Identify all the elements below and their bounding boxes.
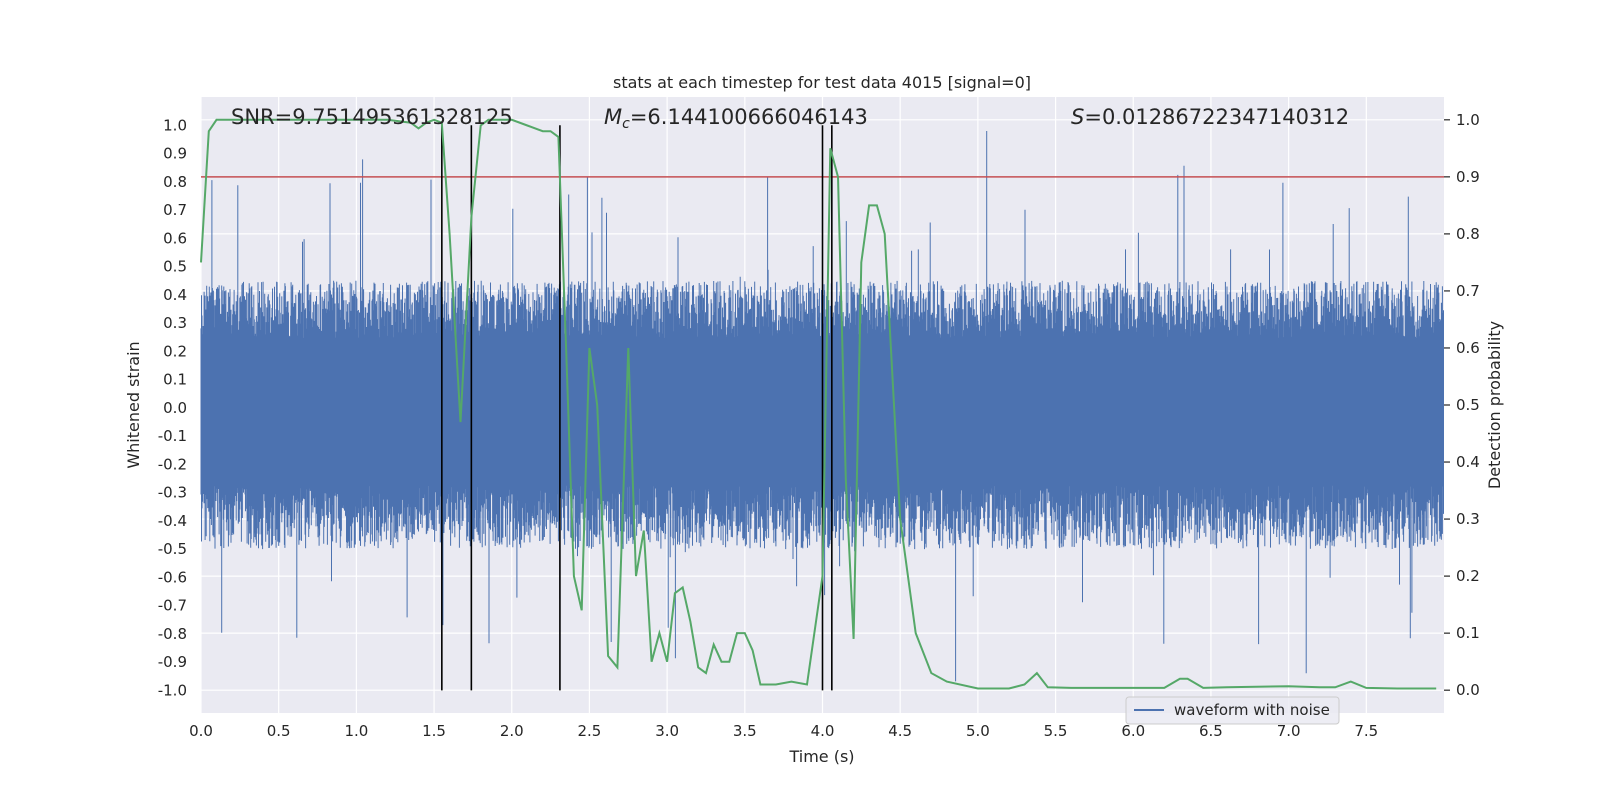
legend: waveform with noise — [1125, 696, 1340, 725]
chart-title: stats at each timestep for test data 401… — [613, 73, 1031, 92]
x-tick-label: 4.0 — [811, 722, 835, 740]
y-left-tick-label: -0.6 — [158, 568, 187, 586]
y-left-tick-label: -0.7 — [158, 597, 187, 615]
y-right-tick-label: 0.9 — [1456, 168, 1480, 186]
y-left-tick-label: 0.8 — [163, 173, 187, 191]
x-tick-label: 6.0 — [1121, 722, 1145, 740]
y-axis-right-label: Detection probability — [1485, 321, 1504, 489]
x-tick-label: 2.0 — [500, 722, 524, 740]
y-right-tick-label: 0.3 — [1456, 510, 1480, 528]
y-left-tick-label: -0.8 — [158, 625, 187, 643]
annotation-chirp-mass: Mc=6.144100666046143 — [604, 105, 868, 132]
x-tick-label: 2.5 — [578, 722, 602, 740]
y-left-tick-label: -0.5 — [158, 540, 187, 558]
legend-box — [1125, 696, 1340, 725]
y-left-tick-label: 0.5 — [163, 258, 187, 276]
y-left-tick-label: -0.9 — [158, 653, 187, 671]
x-tick-label: 5.5 — [1044, 722, 1068, 740]
y-right-tick-label: 1.0 — [1456, 111, 1480, 129]
y-left-tick-label: -0.4 — [158, 512, 187, 530]
x-tick-label: 4.5 — [888, 722, 912, 740]
y-right-tick-label: 0.1 — [1456, 624, 1480, 642]
x-tick-label: 1.5 — [422, 722, 446, 740]
y-left-tick-label: 0.6 — [163, 229, 187, 247]
chirp-mass-subscript: c — [622, 116, 630, 132]
y-axis-left-ticks: 1.0 0.9 0.8 0.7 0.6 0.5 0.4 0.3 0.2 0.1 0.0 -0.1 -0.… — [158, 116, 187, 699]
x-tick-label: 6.5 — [1199, 722, 1223, 740]
vertical-markers — [441, 125, 833, 691]
x-tick-label: 1.0 — [344, 722, 368, 740]
y-left-tick-label: 0.4 — [163, 286, 187, 304]
y-left-tick-label: -1.0 — [158, 681, 187, 699]
x-tick-label: 0.0 — [189, 722, 213, 740]
probability-line — [200, 118, 1437, 690]
y-right-tick-label: 0.2 — [1456, 567, 1480, 585]
annotation-s: S=0.01286722347140312 — [1071, 105, 1349, 129]
y-right-tick-label: 0.8 — [1456, 225, 1480, 243]
series-waveform-with-noise — [200, 131, 1444, 682]
x-axis-label: Time (s) — [788, 747, 854, 766]
x-tick-label: 7.0 — [1277, 722, 1301, 740]
y-left-tick-label: 0.0 — [163, 399, 187, 417]
y-right-tick-label: 0.4 — [1456, 453, 1480, 471]
s-value: =0.01286722347140312 — [1084, 105, 1349, 129]
y-left-tick-label: -0.2 — [158, 455, 187, 473]
chirp-mass-symbol: M — [604, 105, 622, 129]
y-left-tick-label: 0.7 — [163, 201, 187, 219]
x-tick-label: 7.5 — [1354, 722, 1378, 740]
x-axis-ticks: 0.0 0.5 1.0 1.5 2.0 2.5 3.0 3.5 4.0 4.5 5.0 5.5 6.0 6… — [189, 722, 1378, 740]
x-tick-label: 0.5 — [267, 722, 291, 740]
y-left-tick-label: 0.9 — [163, 145, 187, 163]
y-left-tick-label: -0.3 — [158, 484, 187, 502]
y-left-tick-label: 0.1 — [163, 371, 187, 389]
y-left-tick-label: 0.2 — [163, 342, 187, 360]
y-right-tick-label: 0.5 — [1456, 396, 1480, 414]
s-symbol: S — [1071, 105, 1084, 129]
legend-label-waveform: waveform with noise — [1174, 701, 1330, 719]
x-tick-label: 5.0 — [966, 722, 990, 740]
y-axis-left-label: Whitened strain — [124, 341, 143, 468]
x-tick-label: 3.0 — [655, 722, 679, 740]
series-detection-probability — [200, 118, 1437, 690]
y-left-tick-label: 0.3 — [163, 314, 187, 332]
annotation-snr: SNR=9.751495361328125 — [231, 105, 513, 129]
y-right-tick-label: 0.6 — [1456, 339, 1480, 357]
y-right-tick-label: 0.0 — [1456, 681, 1480, 699]
y-axis-right-ticks: 1.0 0.9 0.8 0.7 0.6 0.5 0.4 0.3 0.2 0.1 0.0 — [1444, 111, 1480, 699]
chirp-mass-value: =6.144100666046143 — [630, 105, 868, 129]
x-tick-label: 3.5 — [733, 722, 757, 740]
y-left-tick-label: 1.0 — [163, 116, 187, 134]
y-left-tick-label: -0.1 — [158, 427, 187, 445]
y-right-tick-label: 0.7 — [1456, 282, 1480, 300]
waveform-path — [200, 131, 1444, 682]
